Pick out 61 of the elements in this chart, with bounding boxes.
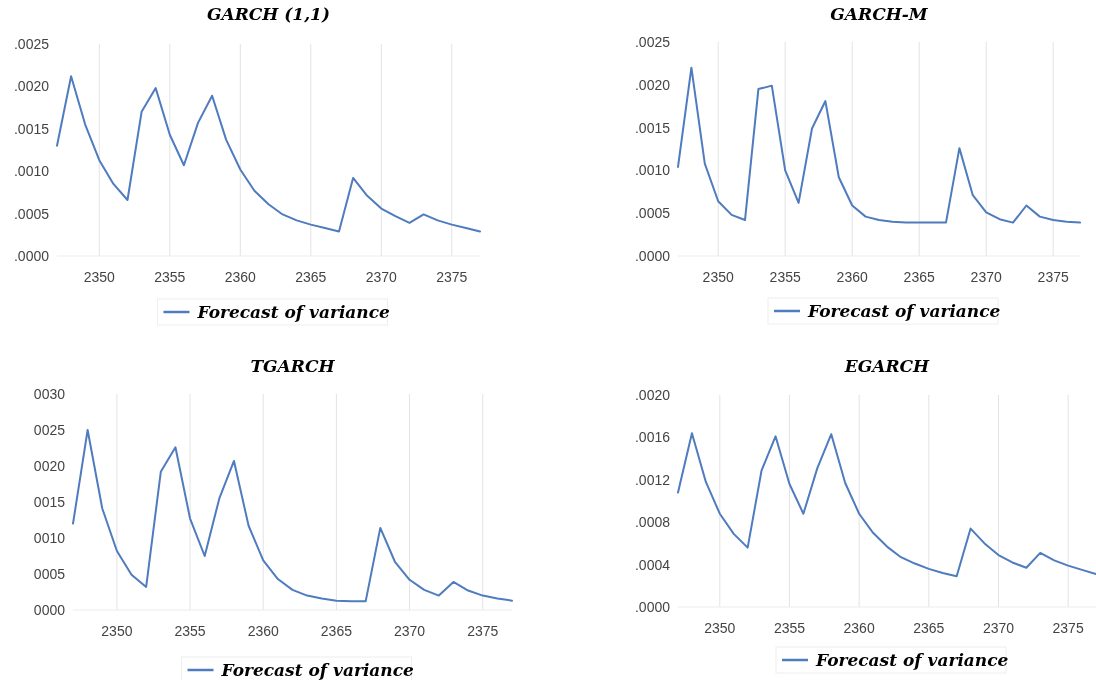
legend-label: Forecast of variance <box>220 659 415 680</box>
y-tick-label: .0000 <box>634 247 671 264</box>
y-tick-label: .0008 <box>634 514 671 531</box>
x-tick-label: 2355 <box>154 269 186 285</box>
x-tick-label: 2355 <box>773 620 806 636</box>
y-tick-label: .0020 <box>634 76 671 93</box>
x-tick-label: 2355 <box>769 269 801 285</box>
x-tick-label: 2370 <box>970 269 1002 285</box>
x-tick-label: 2375 <box>1052 620 1084 636</box>
y-tick-label: .0025 <box>13 35 50 52</box>
y-tick-label: .0020 <box>634 386 671 403</box>
y-tick-label: .0010 <box>13 163 50 180</box>
y-tick-label: .0012 <box>634 471 671 488</box>
y-tick-label: .0015 <box>13 120 50 137</box>
x-tick-label: 2370 <box>982 620 1015 636</box>
y-tick-label: .0020 <box>13 78 50 95</box>
x-tick-label: 2365 <box>320 623 353 639</box>
x-tick-label: 2350 <box>704 620 736 636</box>
y-tick-label: 0025 <box>33 421 66 438</box>
y-tick-label: .0016 <box>634 429 671 446</box>
x-tick-label: 2350 <box>101 623 133 639</box>
x-tick-label: 2365 <box>295 269 327 285</box>
x-tick-label: 2365 <box>913 620 945 636</box>
y-tick-label: .0000 <box>13 247 50 264</box>
chart-title: EGARCH <box>843 356 931 376</box>
x-tick-label: 2365 <box>903 269 935 285</box>
x-tick-label: 2375 <box>1037 269 1069 285</box>
x-tick-label: 2360 <box>224 269 257 285</box>
chart-title: TGARCH <box>250 356 336 376</box>
y-tick-label: .0010 <box>634 162 671 179</box>
y-tick-label: .0025 <box>634 33 671 50</box>
legend-label: Forecast of variance <box>815 649 1009 670</box>
x-tick-label: 2350 <box>702 269 734 285</box>
chart-title: GARCH (1,1) <box>206 4 331 24</box>
y-tick-label: 0005 <box>33 565 66 582</box>
y-tick-label: .0005 <box>634 205 671 222</box>
y-tick-label: 0010 <box>33 529 66 546</box>
x-tick-label: 2360 <box>836 269 868 285</box>
y-tick-label: 0015 <box>33 493 66 510</box>
y-tick-label: 0020 <box>33 457 66 474</box>
legend-label: Forecast of variance <box>196 301 391 322</box>
chart-title: GARCH-M <box>830 4 929 24</box>
x-tick-label: 2350 <box>83 269 116 285</box>
line-series <box>56 75 481 233</box>
x-tick-label: 2375 <box>436 269 468 285</box>
y-tick-label: .0015 <box>634 119 671 136</box>
x-tick-label: 2360 <box>843 620 875 636</box>
line-series <box>677 432 1096 578</box>
y-tick-label: 0000 <box>33 601 66 618</box>
y-tick-label: .0000 <box>634 598 671 615</box>
x-tick-label: 2355 <box>174 623 206 639</box>
x-tick-label: 2360 <box>247 623 280 639</box>
y-tick-label: .0005 <box>13 205 50 222</box>
x-tick-label: 2370 <box>393 623 426 639</box>
x-tick-label: 2375 <box>467 623 499 639</box>
y-tick-label: 0030 <box>33 385 66 402</box>
line-series <box>72 429 513 603</box>
legend-label: Forecast of variance <box>807 300 1001 321</box>
line-series <box>677 66 1081 224</box>
x-tick-label: 2370 <box>365 269 398 285</box>
y-tick-label: .0004 <box>634 556 671 573</box>
